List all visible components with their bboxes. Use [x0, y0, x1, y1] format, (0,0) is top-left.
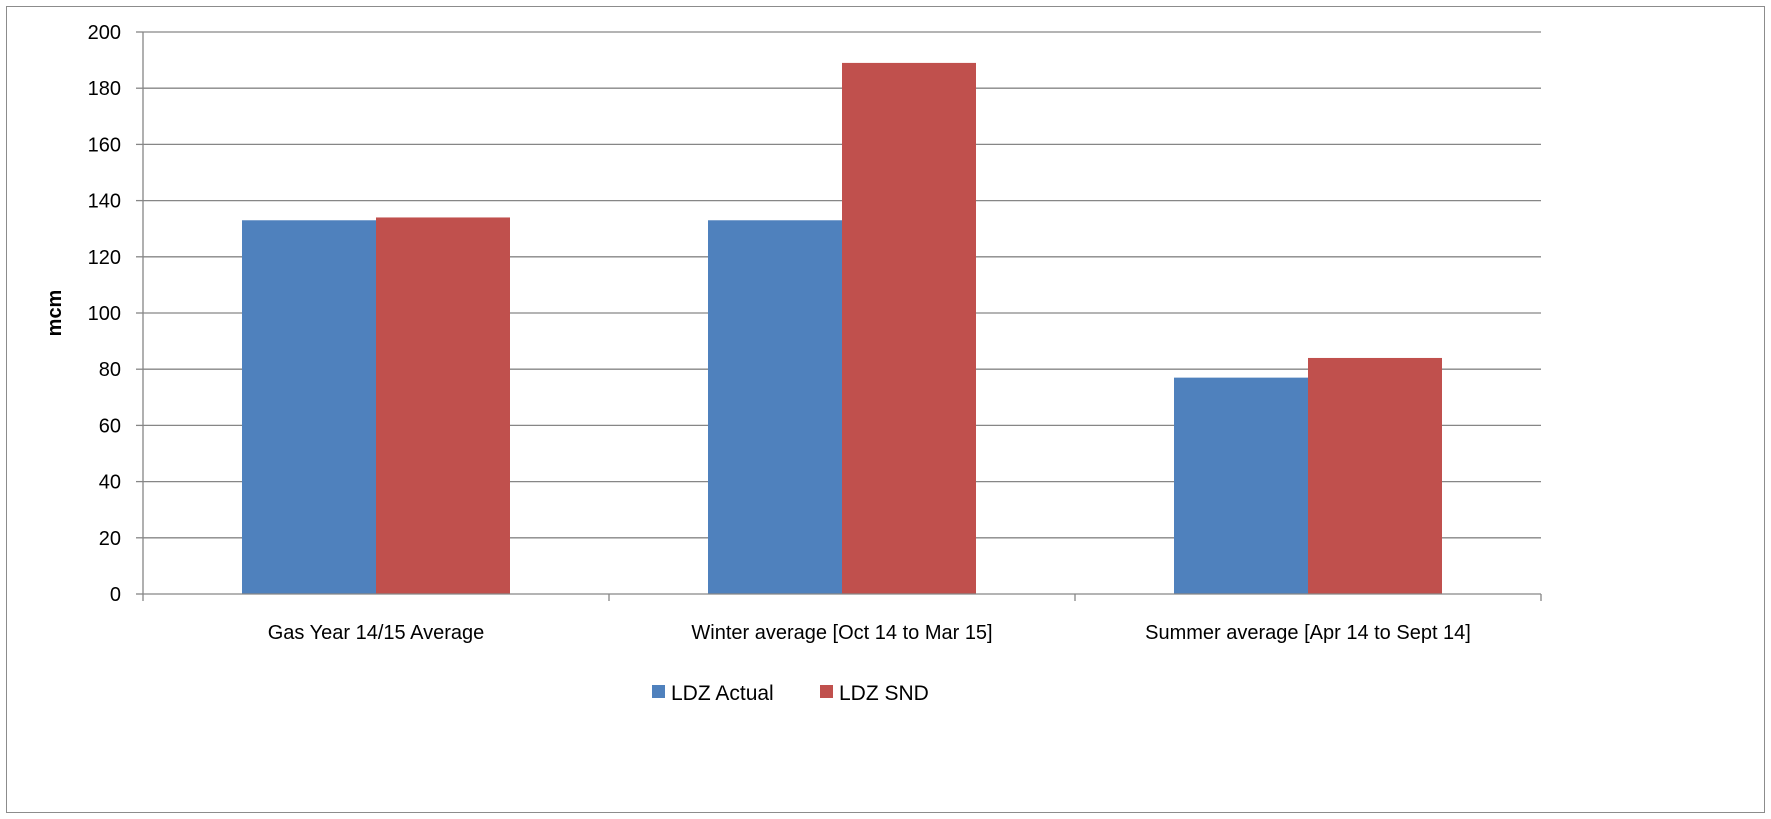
- y-tick-label: 140: [88, 191, 121, 213]
- y-tick-label: 160: [88, 134, 121, 156]
- y-tick-label: 120: [88, 247, 121, 269]
- x-tick-label: Winter average [Oct 14 to Mar 15]: [691, 622, 992, 644]
- legend-swatch: [652, 685, 665, 698]
- y-axis-title: mcm: [44, 290, 66, 337]
- legend-label: LDZ Actual: [671, 682, 774, 705]
- bar-ldz-snd: [1308, 357, 1442, 594]
- bar-ldz-snd: [376, 217, 510, 594]
- x-tick-label: Summer average [Apr 14 to Sept 14]: [1145, 622, 1471, 644]
- y-tick-label: 180: [88, 78, 121, 100]
- y-tick-label: 0: [110, 584, 121, 606]
- bar-ldz-snd: [842, 62, 976, 595]
- bars: [242, 62, 1442, 595]
- y-tick-label: 20: [99, 528, 121, 550]
- legend: LDZ Actual LDZ SND: [652, 682, 929, 705]
- legend-label: LDZ SND: [839, 682, 929, 705]
- y-tick-label: 80: [99, 359, 121, 381]
- bar-ldz-actual: [1174, 377, 1308, 594]
- axes: [136, 31, 1542, 601]
- x-tick-label: Gas Year 14/15 Average: [268, 622, 484, 644]
- bar-ldz-actual: [708, 220, 842, 594]
- y-tick-label: 60: [99, 415, 121, 437]
- bar-ldz-actual: [242, 220, 376, 594]
- y-tick-label: 40: [99, 472, 121, 494]
- legend-swatch: [820, 685, 833, 698]
- x-tick-labels: Gas Year 14/15 Average Winter average [Oc…: [268, 622, 1471, 644]
- y-tick-labels: 0 20 40 60 80 100 120 140 160 180 200: [88, 22, 121, 606]
- y-tick-label: 200: [88, 22, 121, 44]
- y-tick-label: 100: [88, 303, 121, 325]
